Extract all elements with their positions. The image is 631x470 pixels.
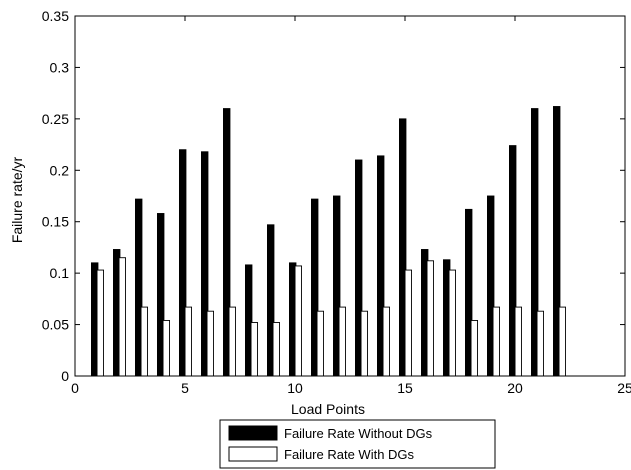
axes-box bbox=[74, 15, 626, 377]
x-axis-label: Load Points bbox=[291, 401, 365, 417]
y-tick-label: 0.3 bbox=[50, 59, 70, 75]
bar-with-dgs-21 bbox=[536, 310, 544, 377]
bar-with-dgs-11 bbox=[316, 310, 324, 377]
bar-with-dgs-14 bbox=[382, 306, 390, 377]
y-tick-label: 0.35 bbox=[42, 8, 69, 24]
x-tick-label: 15 bbox=[397, 380, 413, 396]
bar-with-dgs-18 bbox=[470, 320, 478, 377]
bar-with-dgs-3 bbox=[140, 306, 149, 377]
bar-with-dgs-16 bbox=[426, 260, 434, 377]
y-tick-label: 0.1 bbox=[50, 265, 70, 281]
bar-with-dgs-13 bbox=[360, 310, 368, 377]
legend: Failure Rate Without DGs Failure Rate Wit… bbox=[219, 419, 496, 469]
bar-with-dgs-20 bbox=[514, 306, 522, 377]
bar-with-dgs-15 bbox=[404, 269, 412, 377]
bar-with-dgs-6 bbox=[206, 310, 215, 377]
y-tick-label: 0.15 bbox=[42, 214, 69, 230]
bar-with-dgs-5 bbox=[184, 306, 193, 377]
bar-with-dgs-7 bbox=[228, 306, 237, 377]
legend-swatch-without-dgs bbox=[228, 425, 278, 441]
y-axis-label: Failure rate/yr bbox=[9, 156, 25, 243]
bar-with-dgs-1 bbox=[96, 269, 105, 377]
bar-with-dgs-9 bbox=[272, 322, 280, 377]
x-tick-label: 25 bbox=[617, 380, 631, 396]
bar-with-dgs-12 bbox=[338, 306, 346, 377]
bar-with-dgs-10 bbox=[294, 265, 302, 377]
x-tick-label: 0 bbox=[71, 380, 79, 396]
bar-with-dgs-17 bbox=[448, 269, 456, 377]
bar-with-dgs-2 bbox=[118, 257, 127, 377]
legend-swatch-with-dgs bbox=[228, 446, 278, 462]
y-tick-label: 0.05 bbox=[42, 317, 69, 333]
x-ticks: 0 5 10 15 20 25 bbox=[71, 16, 631, 396]
y-tick-label: 0.2 bbox=[50, 162, 70, 178]
bar-with-dgs-19 bbox=[492, 306, 500, 377]
x-tick-label: 20 bbox=[507, 380, 523, 396]
bar-with-dgs-4 bbox=[162, 320, 171, 377]
legend-label-without-dgs: Failure Rate Without DGs bbox=[284, 426, 433, 441]
legend-label-with-dgs: Failure Rate With DGs bbox=[284, 447, 415, 462]
bar-with-dgs-22 bbox=[558, 306, 566, 377]
x-tick-label: 5 bbox=[181, 380, 189, 396]
bar-with-dgs-8 bbox=[250, 322, 259, 377]
axes bbox=[74, 15, 626, 377]
y-tick-label: 0 bbox=[61, 368, 69, 384]
y-tick-label: 0.25 bbox=[42, 111, 69, 127]
y-ticks: 0 0.05 0.1 0.15 0.2 0.25 0.3 0.35 bbox=[42, 8, 625, 384]
x-tick-label: 10 bbox=[287, 380, 303, 396]
